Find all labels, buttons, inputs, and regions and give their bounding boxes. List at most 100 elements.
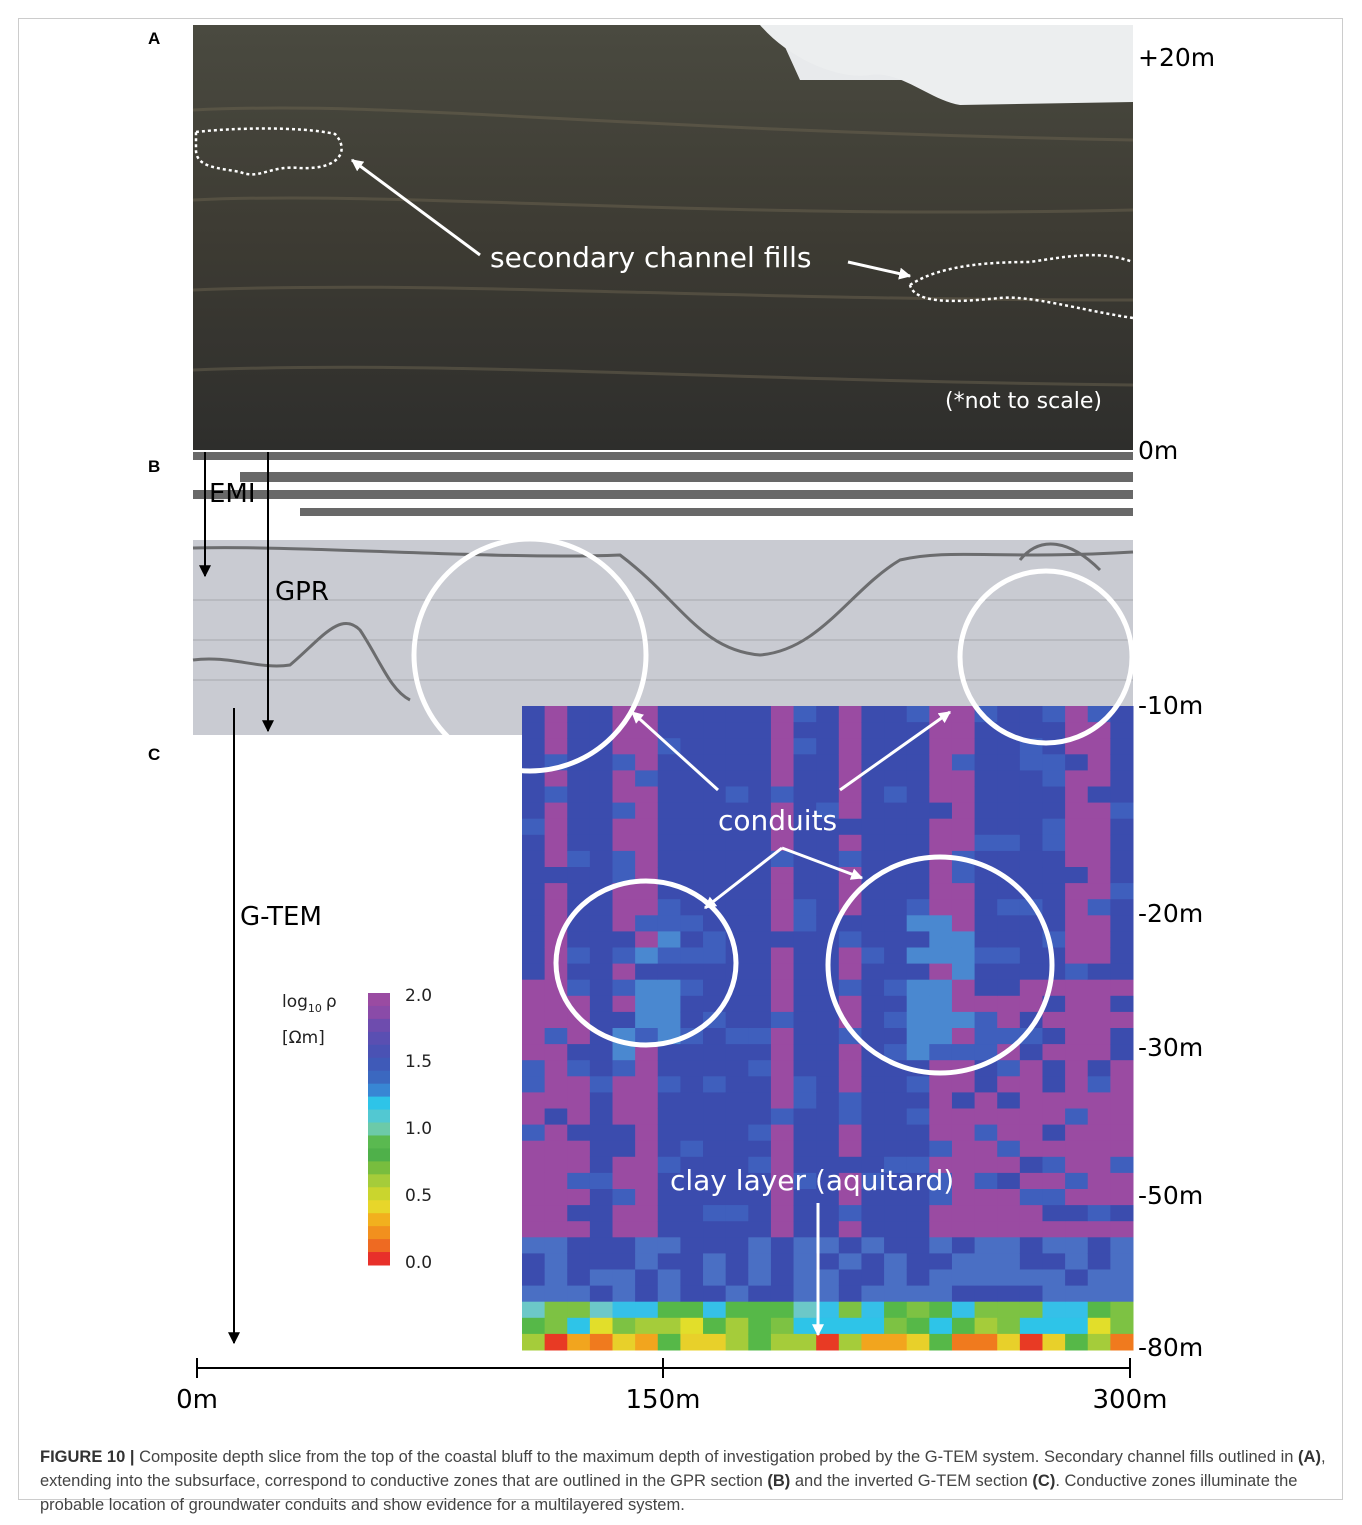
gtem-cell: [1042, 722, 1065, 739]
gtem-cell: [975, 931, 998, 948]
gtem-cell: [1065, 1302, 1088, 1319]
gtem-cell: [861, 1205, 884, 1222]
gtem-cell: [771, 738, 794, 755]
gtem-cell: [771, 931, 794, 948]
gtem-cell: [1020, 1237, 1043, 1254]
gtem-cell: [794, 835, 817, 852]
gtem-cell: [703, 1253, 726, 1270]
gtem-cell: [1065, 948, 1088, 965]
gtem-cell: [975, 1221, 998, 1238]
gtem-cell: [703, 1237, 726, 1254]
gtem-cell: [1065, 1221, 1088, 1238]
gtem-cell: [1088, 1286, 1111, 1303]
gtem-cell: [680, 787, 703, 804]
gtem-cell: [748, 754, 771, 771]
gtem-cell: [1065, 1237, 1088, 1254]
depth-label: -80m: [1138, 1333, 1203, 1362]
gtem-cell: [794, 1109, 817, 1126]
gtem-cell: [590, 1012, 613, 1029]
gtem-cell: [1042, 851, 1065, 868]
gtem-cell: [861, 1221, 884, 1238]
gtem-cell: [658, 980, 681, 997]
gtem-cell: [1042, 1334, 1065, 1351]
gtem-cell: [997, 851, 1020, 868]
gtem-cell: [567, 819, 590, 836]
gtem-cell: [748, 1092, 771, 1109]
gtem-cell: [1110, 1334, 1133, 1351]
gtem-cell: [658, 803, 681, 820]
gtem-cell: [545, 1044, 568, 1061]
gtem-cell: [613, 1237, 636, 1254]
gtem-cell: [884, 1092, 907, 1109]
gtem-cell: [613, 738, 636, 755]
gtem-cell: [907, 1125, 930, 1142]
gtem-cell: [613, 1205, 636, 1222]
gtem-cell: [839, 851, 862, 868]
gtem-cell: [975, 1205, 998, 1222]
gtem-cell: [929, 883, 952, 900]
caption-ref: (B): [767, 1472, 790, 1490]
gtem-cell: [658, 1092, 681, 1109]
gtem-cell: [1088, 738, 1111, 755]
gtem-cell: [839, 980, 862, 997]
gtem-cell: [1110, 1189, 1133, 1206]
gtem-cell: [907, 1286, 930, 1303]
gtem-cell: [861, 980, 884, 997]
gtem-cell: [1088, 883, 1111, 900]
gtem-cell: [884, 803, 907, 820]
gtem-cell: [590, 770, 613, 787]
gtem-cell: [635, 1141, 658, 1158]
gtem-cell: [839, 1302, 862, 1319]
gtem-cell: [748, 835, 771, 852]
gtem-cell: [997, 1221, 1020, 1238]
gtem-cell: [567, 722, 590, 739]
gtem-cell: [794, 770, 817, 787]
gtem-cell: [816, 1270, 839, 1287]
gtem-cell: [613, 1076, 636, 1093]
gtem-cell: [658, 787, 681, 804]
gtem-cell: [726, 1028, 749, 1045]
caption-text: and the inverted G-TEM section: [790, 1472, 1032, 1490]
gtem-cell: [952, 1334, 975, 1351]
gtem-cell: [1110, 1141, 1133, 1158]
gtem-cell: [703, 1318, 726, 1335]
x-label: 150m: [626, 1385, 701, 1415]
gtem-cell: [703, 883, 726, 900]
gtem-cell: [1020, 1173, 1043, 1190]
gtem-cell: [771, 1237, 794, 1254]
gtem-cell: [1042, 1141, 1065, 1158]
gtem-cell: [884, 1028, 907, 1045]
gtem-cell: [613, 1221, 636, 1238]
gtem-cell: [522, 1044, 545, 1061]
gtem-cell: [613, 1318, 636, 1335]
gtem-cell: [997, 1318, 1020, 1335]
method-label: G-TEM: [240, 902, 322, 932]
gtem-cell: [726, 1092, 749, 1109]
gtem-cell: [884, 980, 907, 997]
colorbar-step: [368, 1019, 390, 1032]
gtem-cell: [884, 1221, 907, 1238]
gtem-cell: [907, 1141, 930, 1158]
caption-label: FIGURE 10 |: [40, 1448, 134, 1466]
gtem-cell: [680, 1221, 703, 1238]
gtem-cell: [590, 1109, 613, 1126]
gtem-cell: [1110, 770, 1133, 787]
gtem-cell: [1110, 1205, 1133, 1222]
gtem-cell: [997, 835, 1020, 852]
gtem-cell: [929, 754, 952, 771]
gtem-cell: [952, 1173, 975, 1190]
gtem-cell: [907, 867, 930, 884]
gtem-cell: [1088, 754, 1111, 771]
gtem-cell: [771, 1302, 794, 1319]
gtem-cell: [771, 1044, 794, 1061]
gtem-cell: [1020, 754, 1043, 771]
gtem-cell: [839, 1060, 862, 1077]
gtem-cell: [975, 1092, 998, 1109]
gtem-cell: [884, 1076, 907, 1093]
gtem-cell: [545, 819, 568, 836]
gtem-cell: [748, 1060, 771, 1077]
gtem-cell: [997, 1141, 1020, 1158]
gtem-cell: [1110, 1109, 1133, 1126]
gtem-cell: [794, 706, 817, 723]
gtem-cell: [1110, 803, 1133, 820]
